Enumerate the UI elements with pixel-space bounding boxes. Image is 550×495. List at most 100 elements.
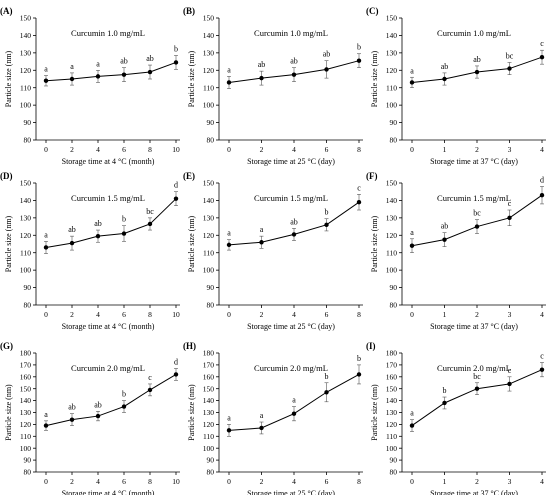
y-tick-label: 180	[203, 349, 215, 358]
x-tick-label: 8	[357, 477, 361, 486]
panel-label: (D)	[0, 171, 13, 181]
significance-letter: ab	[473, 55, 481, 64]
significance-letter: ab	[94, 219, 102, 228]
significance-letter: bc	[473, 209, 481, 218]
data-point	[356, 58, 362, 63]
y-tick-label: 160	[203, 372, 215, 381]
y-tick-label: 160	[386, 372, 398, 381]
y-tick-label: 120	[203, 420, 215, 429]
data-point	[409, 243, 415, 248]
significance-letter: bc	[473, 372, 481, 381]
chart-panel-h: 80 90 100 110 120 130 140 150 160 170 180 0 2 4 6 8 (H) C…	[183, 341, 363, 495]
data-point	[291, 411, 297, 416]
y-axis-label: Particle size (nm)	[187, 50, 196, 107]
data-point	[474, 69, 480, 75]
y-tick-label: 110	[203, 83, 214, 92]
significance-letter: a	[410, 409, 414, 418]
x-tick-label: 4	[540, 310, 544, 319]
x-tick-label: 2	[475, 145, 479, 154]
chart-title: Curcumin 2.0 mg/mL	[437, 363, 511, 373]
x-tick-label: 3	[508, 145, 512, 154]
x-tick-label: 4	[96, 310, 100, 319]
y-tick-label: 170	[20, 361, 32, 370]
chart-title: Curcumin 1.0 mg/mL	[437, 28, 511, 38]
series-line	[45, 198, 177, 248]
x-axis-label: Storage time at 37 °C (day)	[430, 157, 518, 166]
x-tick-label: 2	[70, 310, 74, 319]
x-tick-label: 4	[292, 477, 296, 486]
y-tick-label: 110	[386, 432, 397, 441]
x-tick-label: 1	[443, 477, 447, 486]
y-tick-label: 80	[390, 468, 398, 477]
data-point	[69, 417, 75, 422]
data-point	[259, 425, 264, 431]
significance-letter: c	[508, 366, 512, 375]
significance-letter: bc	[146, 207, 154, 216]
data-point	[539, 55, 545, 60]
data-point	[291, 72, 297, 77]
chart-panel-b: 80 90 100 110 120 130 140 150 0 2 4 6 8 (B) Curcumin 1…	[183, 6, 363, 166]
y-tick-label: 180	[386, 349, 398, 358]
y-axis-label: Particle size (nm)	[370, 50, 379, 107]
x-tick-label: 2	[475, 477, 479, 486]
y-axis-label: Particle size (nm)	[4, 384, 13, 441]
data-point	[173, 372, 179, 377]
data-point	[356, 372, 362, 377]
y-tick-label: 180	[20, 349, 32, 358]
data-point	[324, 222, 329, 228]
y-tick-label: 120	[203, 66, 215, 75]
y-tick-label: 130	[386, 213, 398, 222]
significance-letter: a	[227, 65, 231, 74]
x-tick-label: 8	[148, 145, 152, 154]
significance-letter: b	[357, 354, 361, 363]
y-axis-label: Particle size (nm)	[4, 50, 13, 107]
data-point	[442, 400, 447, 406]
y-axis-label: Particle size (nm)	[187, 215, 196, 272]
y-axis-label: Particle size (nm)	[4, 215, 13, 272]
x-tick-label: 0	[44, 145, 48, 154]
significance-letter: b	[122, 215, 126, 224]
significance-letter: a	[260, 411, 264, 420]
significance-letter: d	[174, 181, 178, 190]
y-tick-label: 80	[24, 468, 32, 477]
y-tick-label: 80	[390, 301, 398, 310]
panel-label: (E)	[183, 171, 195, 181]
y-tick-label: 100	[20, 444, 32, 453]
data-point	[226, 80, 232, 85]
x-tick-label: 4	[96, 477, 100, 486]
y-tick-label: 110	[386, 83, 397, 92]
x-tick-label: 2	[70, 477, 74, 486]
x-tick-label: 2	[260, 145, 264, 154]
significance-letter: a	[292, 396, 296, 405]
chart-panel-d: 80 90 100 110 120 130 140 150 0 2 4 6 8 10 (D) Curcumin…	[0, 171, 180, 331]
x-axis-label: Storage time at 37 °C (day)	[430, 322, 518, 331]
y-tick-label: 90	[207, 118, 215, 127]
data-point	[442, 76, 447, 82]
significance-letter: a	[44, 65, 48, 74]
significance-letter: a	[227, 413, 231, 422]
significance-letter: c	[508, 199, 512, 208]
data-point	[173, 60, 179, 65]
significance-letter: a	[410, 228, 414, 237]
y-tick-label: 100	[203, 444, 215, 453]
y-tick-label: 110	[20, 248, 31, 257]
chart-panel-i: 80 90 100 110 120 130 140 150 160 170 180 0 1 2 3 4 (I) C…	[366, 341, 546, 495]
x-tick-label: 4	[540, 477, 544, 486]
data-point	[43, 78, 49, 83]
data-point	[43, 423, 49, 428]
y-tick-label: 100	[386, 266, 398, 275]
y-tick-label: 110	[203, 248, 214, 257]
x-tick-label: 10	[172, 145, 180, 154]
y-tick-label: 150	[20, 384, 32, 393]
significance-letter: a	[410, 66, 414, 75]
x-tick-label: 4	[292, 310, 296, 319]
y-tick-label: 110	[203, 432, 214, 441]
panel-label: (I)	[366, 341, 376, 351]
y-axis-label: Particle size (nm)	[370, 384, 379, 441]
y-tick-label: 140	[203, 196, 215, 205]
data-point	[69, 240, 75, 246]
y-tick-label: 130	[20, 213, 32, 222]
series-line	[45, 373, 177, 427]
y-tick-label: 90	[24, 456, 32, 465]
